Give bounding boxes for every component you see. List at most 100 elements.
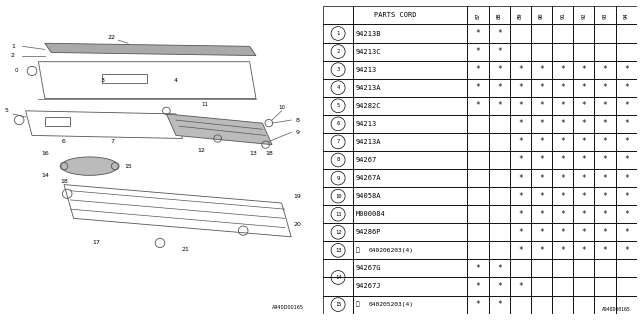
Text: *: * xyxy=(497,29,502,38)
Text: 6: 6 xyxy=(337,121,340,126)
Text: *: * xyxy=(561,101,565,110)
Text: 040206203(4): 040206203(4) xyxy=(369,248,413,253)
Text: 7: 7 xyxy=(110,139,114,144)
Text: *: * xyxy=(561,210,565,219)
Text: *: * xyxy=(582,173,586,183)
Text: 14: 14 xyxy=(41,173,49,178)
Text: Ⓢ: Ⓢ xyxy=(355,302,359,308)
Text: *: * xyxy=(497,101,502,110)
Text: 11: 11 xyxy=(335,212,341,217)
Text: 14: 14 xyxy=(335,275,341,280)
Text: 94213C: 94213C xyxy=(355,49,381,55)
Text: 94213B: 94213B xyxy=(355,30,381,36)
Text: A940D00165: A940D00165 xyxy=(602,307,630,312)
Text: *: * xyxy=(624,228,628,237)
Text: Ⓢ: Ⓢ xyxy=(355,248,359,253)
Text: 4: 4 xyxy=(337,85,340,90)
Text: *: * xyxy=(518,83,523,92)
Text: *: * xyxy=(582,83,586,92)
Text: *: * xyxy=(540,156,544,164)
Text: *: * xyxy=(476,29,481,38)
Text: *: * xyxy=(624,119,628,128)
Text: *: * xyxy=(603,173,607,183)
Text: 92: 92 xyxy=(581,12,586,19)
Text: *: * xyxy=(624,137,628,147)
Text: 3: 3 xyxy=(337,67,340,72)
Text: *: * xyxy=(497,300,502,309)
Text: 6: 6 xyxy=(62,139,66,144)
Polygon shape xyxy=(45,43,256,56)
Text: 11: 11 xyxy=(202,102,208,107)
Text: 88: 88 xyxy=(497,12,502,19)
Text: *: * xyxy=(540,228,544,237)
Text: 94: 94 xyxy=(624,12,628,19)
Text: 16: 16 xyxy=(41,151,49,156)
Text: 15: 15 xyxy=(124,164,132,169)
Text: 94282C: 94282C xyxy=(355,103,381,109)
Text: 9: 9 xyxy=(296,130,300,135)
Text: *: * xyxy=(497,65,502,74)
Text: 94058A: 94058A xyxy=(355,193,381,199)
Text: *: * xyxy=(518,246,523,255)
Text: *: * xyxy=(582,192,586,201)
Text: 19: 19 xyxy=(294,194,301,199)
Text: 8: 8 xyxy=(337,157,340,163)
Text: *: * xyxy=(582,246,586,255)
Text: *: * xyxy=(603,83,607,92)
Text: 93: 93 xyxy=(602,12,607,19)
Text: 8: 8 xyxy=(296,117,300,123)
Text: *: * xyxy=(518,228,523,237)
Text: *: * xyxy=(603,101,607,110)
Text: *: * xyxy=(540,119,544,128)
Text: 20: 20 xyxy=(294,222,301,227)
Text: *: * xyxy=(518,65,523,74)
Text: *: * xyxy=(518,119,523,128)
Text: *: * xyxy=(582,156,586,164)
Text: *: * xyxy=(540,246,544,255)
Text: *: * xyxy=(540,173,544,183)
Text: *: * xyxy=(476,282,481,291)
Text: 4: 4 xyxy=(174,78,178,83)
Text: 1: 1 xyxy=(11,44,15,49)
Text: 1: 1 xyxy=(337,31,340,36)
Text: *: * xyxy=(518,156,523,164)
Text: *: * xyxy=(603,65,607,74)
Text: 89: 89 xyxy=(518,12,523,19)
Text: 5: 5 xyxy=(337,103,340,108)
Text: *: * xyxy=(540,83,544,92)
Text: PARTS CORD: PARTS CORD xyxy=(374,12,417,19)
Text: 10: 10 xyxy=(278,105,285,110)
Text: *: * xyxy=(603,156,607,164)
Text: A940D00165: A940D00165 xyxy=(272,305,304,310)
Text: M000084: M000084 xyxy=(355,211,385,217)
Text: 12: 12 xyxy=(198,148,205,153)
Text: *: * xyxy=(561,83,565,92)
Text: 12: 12 xyxy=(335,230,341,235)
Text: *: * xyxy=(561,192,565,201)
Text: 2: 2 xyxy=(11,53,15,58)
Text: 15: 15 xyxy=(335,302,341,307)
Text: 94267J: 94267J xyxy=(355,284,381,290)
Text: 94286P: 94286P xyxy=(355,229,381,235)
Text: *: * xyxy=(603,246,607,255)
Text: *: * xyxy=(624,101,628,110)
Text: *: * xyxy=(518,282,523,291)
Text: *: * xyxy=(561,137,565,147)
Text: 3: 3 xyxy=(100,78,104,83)
Text: 94213: 94213 xyxy=(355,67,377,73)
Text: *: * xyxy=(582,119,586,128)
Text: *: * xyxy=(540,101,544,110)
Text: *: * xyxy=(540,65,544,74)
Text: *: * xyxy=(561,173,565,183)
Text: 18: 18 xyxy=(265,151,273,156)
Text: *: * xyxy=(624,65,628,74)
Text: *: * xyxy=(497,282,502,291)
Text: 9: 9 xyxy=(337,176,340,180)
Text: 94213A: 94213A xyxy=(355,139,381,145)
Text: *: * xyxy=(476,65,481,74)
Text: *: * xyxy=(518,192,523,201)
Text: *: * xyxy=(476,300,481,309)
Text: *: * xyxy=(561,65,565,74)
Text: 13: 13 xyxy=(335,248,341,253)
Text: *: * xyxy=(518,210,523,219)
